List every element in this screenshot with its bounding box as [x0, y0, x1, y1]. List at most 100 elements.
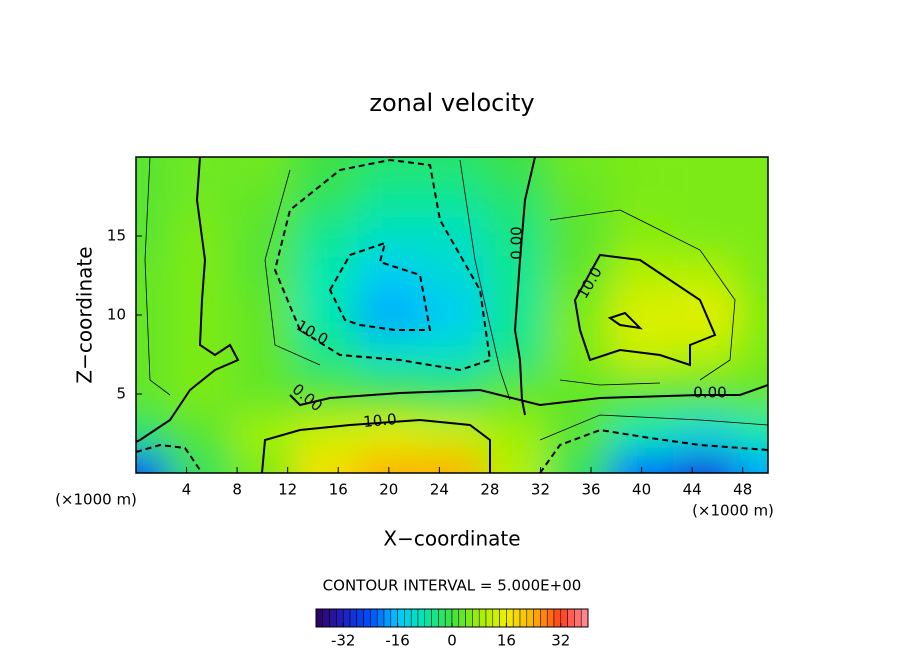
- colorbar-cell: [512, 608, 521, 628]
- colorbar-cell: [553, 608, 562, 628]
- colorbar-cell: [349, 608, 358, 628]
- field-cell: [294, 374, 358, 414]
- field-cell: [736, 157, 768, 177]
- colorbar-cell: [567, 608, 575, 628]
- colorbar-cell: [444, 608, 453, 628]
- field-cell: [136, 334, 168, 375]
- field-cell: [230, 157, 294, 177]
- field-cell: [294, 176, 358, 217]
- field-cell: [357, 255, 421, 296]
- x-axis-label: X−coordinate: [383, 527, 520, 551]
- field-cell: [167, 255, 231, 296]
- chart-title: zonal velocity: [369, 89, 534, 117]
- colorbar-cell: [580, 608, 589, 628]
- x-tick-label: 48: [733, 481, 752, 499]
- field-cell: [136, 176, 168, 217]
- field-cell: [294, 453, 358, 473]
- field-cell: [230, 295, 294, 335]
- colorbar-tick-label: 32: [551, 632, 570, 650]
- colorbar-cell: [410, 608, 419, 628]
- field-cell: [610, 176, 674, 217]
- field-cell: [420, 453, 484, 473]
- field-cell: [230, 176, 294, 217]
- x-tick-label: 16: [329, 481, 348, 499]
- field-cell: [136, 453, 168, 473]
- colorbar-tick-label: -32: [331, 632, 356, 650]
- contour-line: [539, 428, 768, 473]
- field-cell: [673, 453, 737, 473]
- field-cell: [420, 176, 484, 217]
- field-cell: [610, 413, 674, 454]
- field-cell: [673, 295, 737, 335]
- field-cell: [483, 216, 547, 256]
- x-tick-label: 24: [430, 481, 449, 499]
- field-cell: [736, 216, 768, 256]
- colorbar-cell: [404, 608, 412, 628]
- field-cell: [294, 255, 358, 296]
- field-cell: [673, 176, 737, 217]
- contour-line-minor: [264, 169, 321, 366]
- colorbar-cell: [519, 608, 528, 628]
- field-cell: [546, 334, 610, 375]
- colorbar-cell: [540, 608, 548, 628]
- field-cell: [357, 295, 421, 335]
- field-cell: [610, 334, 674, 375]
- x-tick-label: 28: [480, 481, 499, 499]
- colorbar-cell: [492, 608, 500, 628]
- field-cell: [420, 216, 484, 256]
- field-cell: [420, 374, 484, 414]
- x-tick-label: 8: [232, 481, 242, 499]
- contour-line: [136, 157, 240, 443]
- colorbar-cell: [390, 608, 398, 628]
- field-cell: [230, 255, 294, 296]
- colorbar-cell: [322, 608, 330, 628]
- field-cell: [546, 157, 610, 177]
- field-cell: [230, 334, 294, 375]
- x-tick-label: 4: [182, 481, 192, 499]
- field-cell: [546, 255, 610, 296]
- field-cell: [546, 453, 610, 473]
- field-cell: [736, 453, 768, 473]
- y-tick-label: 5: [116, 385, 126, 403]
- colorbar-cell: [383, 608, 392, 628]
- colorbar-cell: [533, 608, 541, 628]
- contour-line: [328, 241, 432, 331]
- contour-line-minor: [459, 159, 511, 401]
- colorbar-cell: [458, 608, 466, 628]
- colorbar-cell: [465, 608, 473, 628]
- y-axis-label: Z−coordinate: [73, 246, 97, 383]
- field-cell: [483, 453, 547, 473]
- field-cell: [294, 295, 358, 335]
- x-tick-label: 40: [632, 481, 651, 499]
- field-cell: [420, 255, 484, 296]
- contour-line: [289, 384, 768, 407]
- field-cell: [167, 453, 231, 473]
- colorbar-cell: [336, 608, 344, 628]
- colorbar-tick-label: -16: [385, 632, 410, 650]
- field-cell: [357, 176, 421, 217]
- field-cell: [483, 413, 547, 454]
- colorbar-cell: [574, 608, 582, 628]
- field-cell: [294, 157, 358, 177]
- colorbar-cell: [499, 608, 507, 628]
- contour-line-minor: [539, 414, 768, 441]
- colorbar-cell: [438, 608, 446, 628]
- field-cell: [610, 453, 674, 473]
- field-cell: [736, 255, 768, 296]
- colorbar-cell: [417, 608, 426, 628]
- x-unit: (×1000 m): [55, 491, 137, 509]
- contour-label: 0.00: [693, 384, 726, 402]
- contour-line: [573, 253, 717, 367]
- contour-line-minor: [559, 379, 661, 386]
- field-cell: [294, 216, 358, 256]
- field-cell: [736, 176, 768, 217]
- contour-note: CONTOUR INTERVAL = 5.000E+00: [323, 577, 582, 595]
- colorbar-cell: [329, 608, 337, 628]
- x-tick-label: 36: [581, 481, 600, 499]
- colorbar-tick-label: 0: [447, 632, 457, 650]
- field-cell: [136, 413, 168, 454]
- field-cell: [230, 374, 294, 414]
- field-cell: [294, 413, 358, 454]
- field-cell: [420, 295, 484, 335]
- field-cell: [420, 334, 484, 375]
